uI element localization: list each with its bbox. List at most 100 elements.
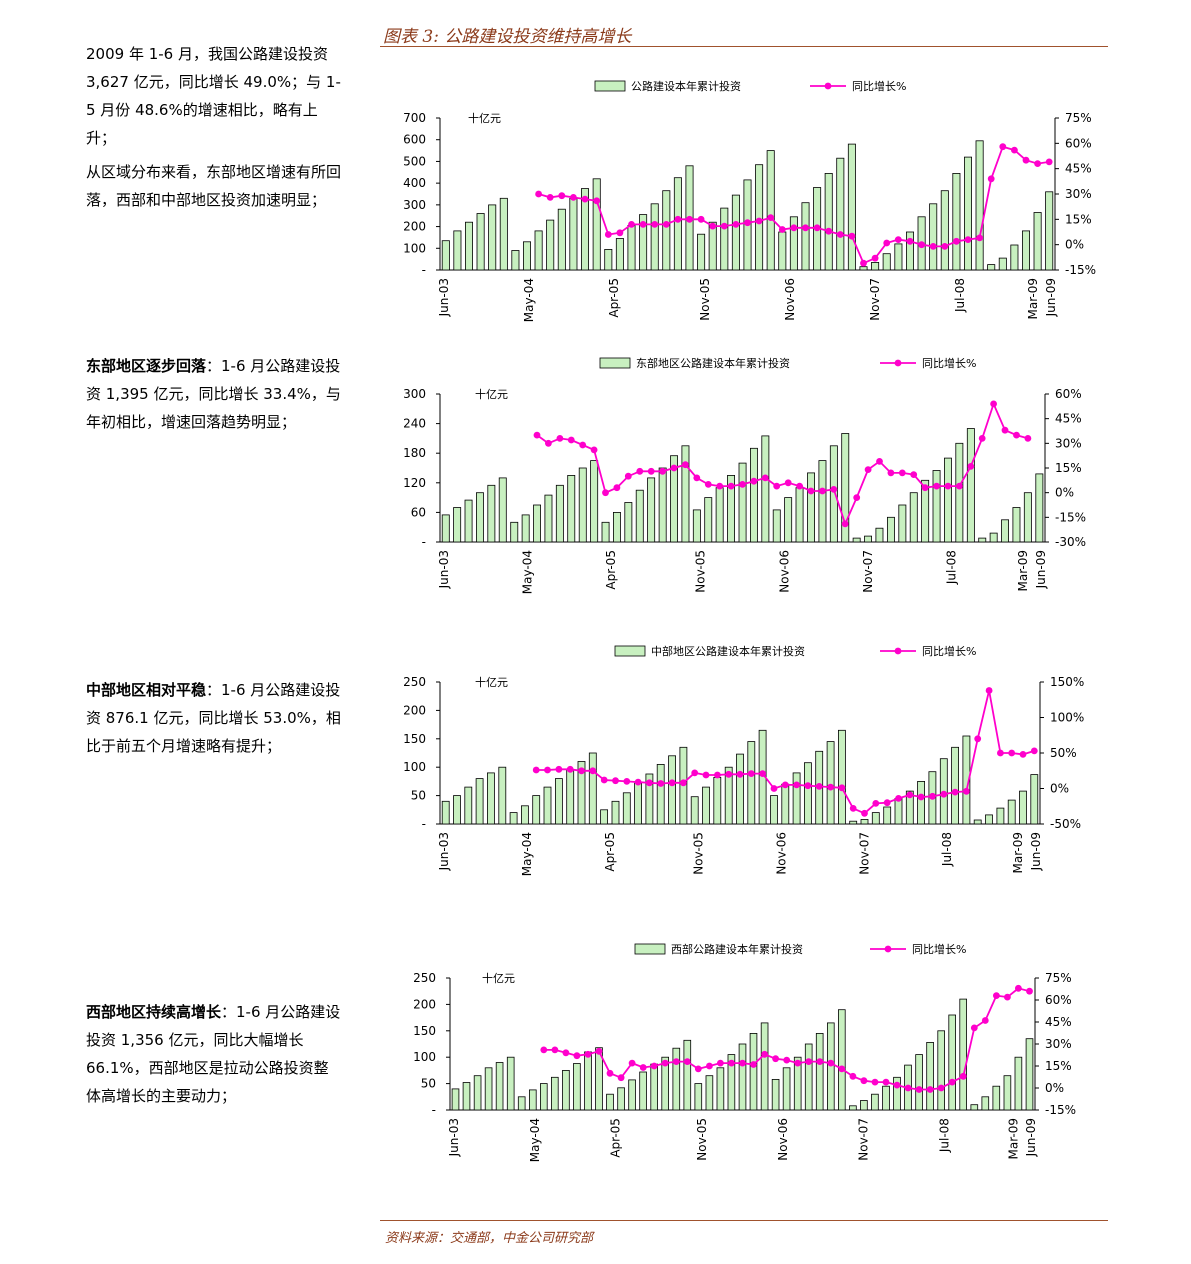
legend-line-marker xyxy=(894,359,902,367)
growth-point xyxy=(573,1052,581,1060)
left-tick-label: 150 xyxy=(403,732,426,746)
bar xyxy=(736,753,744,825)
growth-point xyxy=(940,790,948,798)
bar xyxy=(724,766,733,825)
bar xyxy=(573,1063,581,1111)
x-tick-label: Jun-03 xyxy=(447,1118,461,1157)
bar xyxy=(1003,1075,1012,1111)
x-tick-label: Apr-05 xyxy=(607,278,621,318)
growth-point xyxy=(898,469,906,477)
bar xyxy=(772,509,781,543)
bar xyxy=(600,809,609,825)
growth-point xyxy=(1001,426,1009,434)
bar xyxy=(875,527,884,543)
growth-point xyxy=(921,484,929,492)
bar xyxy=(975,140,984,271)
growth-point xyxy=(895,795,902,802)
bar xyxy=(473,1075,482,1111)
paragraph-east: 东部地区逐步回落：1-6 月公路建设投资 1,395 亿元，同比增长 33.4%… xyxy=(86,352,342,436)
left-tick-label: 120 xyxy=(403,476,426,490)
growth-point xyxy=(985,687,993,694)
unit-label: 十亿元 xyxy=(482,971,515,985)
left-tick-label: 700 xyxy=(403,111,426,125)
bar xyxy=(1025,1038,1034,1111)
right-tick-label: 30% xyxy=(1065,187,1092,201)
bar xyxy=(465,221,474,271)
bar xyxy=(681,445,690,543)
bar xyxy=(453,795,461,825)
left-tick-label: 300 xyxy=(403,387,426,401)
growth-point xyxy=(860,259,867,267)
growth-point xyxy=(770,785,778,792)
growth-point xyxy=(750,477,758,485)
growth-point xyxy=(727,482,735,490)
bar xyxy=(528,1089,537,1111)
growth-point xyxy=(661,1059,669,1067)
bar xyxy=(716,1067,725,1111)
x-tick-label: Mar-09 xyxy=(1026,278,1040,319)
bar xyxy=(804,1043,813,1111)
bar xyxy=(661,1056,669,1111)
bar xyxy=(849,820,858,825)
growth-point xyxy=(906,237,914,245)
growth-point xyxy=(848,232,856,240)
bar xyxy=(453,507,462,543)
bar xyxy=(852,537,861,543)
growth-point xyxy=(532,766,540,774)
bar xyxy=(441,514,450,543)
bar xyxy=(738,462,747,543)
paragraph-bold: 西部地区持续高增长 xyxy=(86,1003,222,1021)
growth-point xyxy=(781,781,789,789)
x-tick-label: Mar-09 xyxy=(1007,1118,1021,1159)
bar xyxy=(650,1063,658,1111)
growth-point xyxy=(704,481,712,488)
bar xyxy=(567,475,576,543)
growth-point xyxy=(617,1074,625,1082)
growth-point xyxy=(883,799,891,807)
growth-point xyxy=(956,482,963,490)
bar xyxy=(595,1047,603,1111)
bar xyxy=(708,221,717,271)
growth-point xyxy=(651,221,659,228)
growth-point xyxy=(604,231,612,238)
growth-point xyxy=(871,254,879,262)
bar xyxy=(998,257,1007,271)
x-tick-label: Nov-05 xyxy=(692,832,706,875)
bar xyxy=(462,1082,471,1111)
top-rule xyxy=(380,46,1108,47)
bar xyxy=(658,467,667,543)
unit-label: 十亿元 xyxy=(468,111,501,125)
right-tick-label: -15% xyxy=(1045,1103,1076,1117)
growth-point xyxy=(790,224,798,232)
bar xyxy=(705,1075,714,1111)
left-tick-label: 50 xyxy=(421,1077,436,1091)
bar xyxy=(617,1087,625,1111)
bar xyxy=(1012,507,1021,543)
legend-bar-swatch xyxy=(634,943,666,955)
x-tick-label: Jun-03 xyxy=(437,550,451,589)
growth-point xyxy=(628,221,635,228)
growth-point xyxy=(694,1065,702,1073)
bar xyxy=(720,207,729,271)
bar xyxy=(966,428,975,543)
bar xyxy=(588,752,597,825)
bar xyxy=(893,1076,901,1111)
growth-line xyxy=(536,401,1029,527)
bar xyxy=(905,790,914,825)
bar xyxy=(484,1067,493,1111)
growth-point xyxy=(562,1049,570,1057)
bar xyxy=(645,773,654,825)
growth-point xyxy=(841,520,849,528)
growth-point xyxy=(680,779,687,787)
bar xyxy=(882,1085,890,1111)
growth-point xyxy=(761,474,769,482)
bar xyxy=(803,762,812,825)
growth-point xyxy=(864,466,872,473)
growth-point xyxy=(773,482,781,490)
bar xyxy=(521,514,530,543)
right-tick-label: 150% xyxy=(1050,675,1084,689)
left-tick-label: 200 xyxy=(403,703,426,717)
growth-point xyxy=(944,482,952,490)
growth-point xyxy=(1015,984,1022,992)
x-tick-label: Jun-09 xyxy=(1044,278,1058,317)
